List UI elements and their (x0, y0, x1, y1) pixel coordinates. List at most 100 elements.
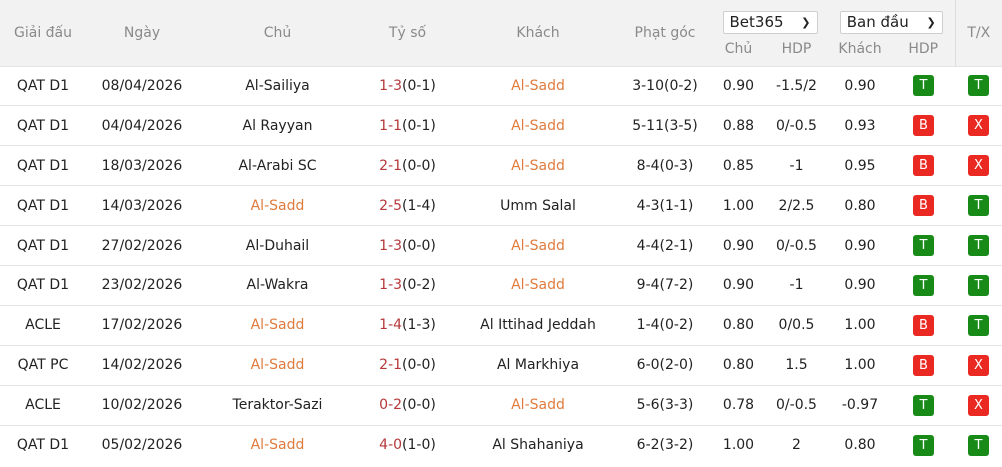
score: 1-3(0-2) (357, 264, 458, 306)
odds-hdp: 0/-0.5 (765, 225, 828, 266)
odds-home: 0.80 (712, 304, 765, 346)
table-row: ACLE 10/02/2026 Teraktor-Sazi 0-2(0-0) A… (0, 384, 1002, 426)
date: 27/02/2026 (86, 225, 198, 266)
league: QAT D1 (0, 424, 86, 465)
corners: 5-11(3-5) (618, 105, 712, 146)
hdp-result-badge: B (913, 314, 934, 336)
corners: 4-4(2-1) (618, 225, 712, 266)
half-time-score: (0-0) (402, 157, 436, 174)
home-team[interactable]: Teraktor-Sazi (198, 384, 357, 426)
table-row: QAT D1 23/02/2026 Al-Wakra 1-3(0-2) Al-S… (0, 264, 1002, 306)
home-team[interactable]: Al-Sadd (198, 304, 357, 346)
half-time-score: (0-1) (402, 77, 436, 94)
away-team[interactable]: Al Shahaniya (458, 424, 618, 465)
odds-hdp: 0/-0.5 (765, 384, 828, 426)
odds-home: 0.80 (712, 344, 765, 386)
odds-hdp: -1.5/2 (765, 65, 828, 106)
odds-home: 1.00 (712, 424, 765, 465)
odds-home: 0.85 (712, 145, 765, 186)
odds-away: 0.80 (828, 185, 892, 226)
league: QAT D1 (0, 145, 86, 186)
corners: 5-6(3-3) (618, 384, 712, 426)
away-team[interactable]: Al-Sadd (458, 145, 618, 186)
full-time-score: 0-2 (379, 397, 403, 414)
league: QAT D1 (0, 65, 86, 106)
odds-type-select[interactable]: Ban đầu ❯ (839, 10, 943, 34)
full-time-score: 4-0 (379, 437, 403, 454)
table-row: QAT D1 08/04/2026 Al-Sailiya 1-3(0-1) Al… (0, 65, 1002, 106)
corners: 6-0(2-0) (618, 344, 712, 386)
half-time-score: (0-0) (402, 357, 436, 374)
odds-away: 1.00 (828, 344, 892, 386)
full-time-score: 1-3 (379, 77, 403, 94)
date: 10/02/2026 (86, 384, 198, 426)
full-time-score: 1-4 (379, 317, 403, 334)
away-team[interactable]: Al Markhiya (458, 344, 618, 386)
home-team[interactable]: Al-Sadd (198, 344, 357, 386)
home-team[interactable]: Al-Wakra (198, 264, 357, 306)
score: 1-1(0-1) (357, 105, 458, 146)
date: 14/02/2026 (86, 344, 198, 386)
odds-away: 0.90 (828, 225, 892, 266)
corners: 3-10(0-2) (618, 65, 712, 106)
bookmaker-select[interactable]: Bet365 ❯ (722, 10, 818, 34)
hdp-result-badge: T (913, 394, 934, 416)
odds-home: 0.88 (712, 105, 765, 146)
away-team[interactable]: Al-Sadd (458, 225, 618, 266)
odds-hdp: 2/2.5 (765, 185, 828, 226)
col-corners: Phạt góc (618, 0, 712, 66)
half-time-score: (1-4) (402, 197, 436, 214)
hdp-result-badge: B (913, 354, 934, 376)
league: QAT D1 (0, 225, 86, 266)
date: 14/03/2026 (86, 185, 198, 226)
tx-result-badge: X (968, 155, 989, 177)
hdp-result-badge: T (913, 235, 934, 256)
home-team[interactable]: Al-Sailiya (198, 65, 357, 106)
col-league: Giải đấu (0, 0, 86, 66)
league: QAT D1 (0, 264, 86, 306)
date: 18/03/2026 (86, 145, 198, 186)
away-team[interactable]: Al-Sadd (458, 65, 618, 106)
tx-result-badge: X (968, 394, 989, 416)
table-row: ACLE 17/02/2026 Al-Sadd 1-4(1-3) Al Itti… (0, 304, 1002, 346)
col-home: Chủ (198, 0, 357, 66)
score: 1-3(0-0) (357, 225, 458, 266)
home-team[interactable]: Al-Sadd (198, 424, 357, 465)
hdp-result-badge: T (913, 434, 934, 456)
league: QAT D1 (0, 105, 86, 146)
away-team[interactable]: Umm Salal (458, 185, 618, 226)
home-team[interactable]: Al-Sadd (198, 185, 357, 226)
away-team[interactable]: Al-Sadd (458, 105, 618, 146)
col-odds-home: Chủ (712, 38, 765, 66)
tx-result-badge: T (968, 314, 989, 336)
half-time-score: (0-1) (402, 117, 436, 134)
date: 23/02/2026 (86, 264, 198, 306)
away-team[interactable]: Al Ittihad Jeddah (458, 304, 618, 346)
half-time-score: (0-0) (402, 237, 436, 254)
table-row: QAT D1 14/03/2026 Al-Sadd 2-5(1-4) Umm S… (0, 185, 1002, 226)
score: 1-3(0-1) (357, 65, 458, 106)
home-team[interactable]: Al-Duhail (198, 225, 357, 266)
odds-hdp: 0/0.5 (765, 304, 828, 346)
odds-away: 0.90 (828, 65, 892, 106)
score: 4-0(1-0) (357, 424, 458, 465)
odds-home: 1.00 (712, 185, 765, 226)
tx-result-badge: T (968, 434, 989, 456)
chevron-down-icon: ❯ (801, 15, 811, 29)
odds-hdp: 0/-0.5 (765, 105, 828, 146)
hdp-result-badge: T (913, 274, 934, 296)
odds-home: 0.90 (712, 65, 765, 106)
score: 0-2(0-0) (357, 384, 458, 426)
table-row: QAT D1 18/03/2026 Al-Arabi SC 2-1(0-0) A… (0, 145, 1002, 186)
home-team[interactable]: Al Rayyan (198, 105, 357, 146)
date: 08/04/2026 (86, 65, 198, 106)
away-team[interactable]: Al-Sadd (458, 264, 618, 306)
bookmaker-value: Bet365 (729, 13, 784, 31)
home-team[interactable]: Al-Arabi SC (198, 145, 357, 186)
away-team[interactable]: Al-Sadd (458, 384, 618, 426)
corners: 8-4(0-3) (618, 145, 712, 186)
tx-result-badge: X (968, 115, 989, 137)
half-time-score: (0-2) (402, 277, 436, 294)
col-odds-hdp: HDP (765, 38, 828, 66)
